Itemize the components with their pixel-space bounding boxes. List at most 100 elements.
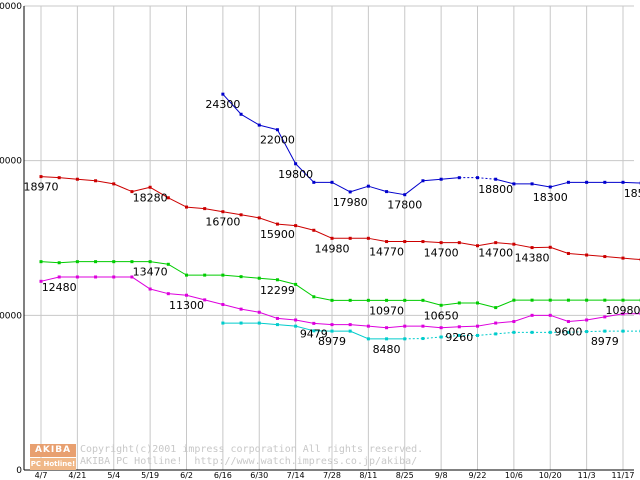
series-magenta-data-label: 12480 — [42, 281, 77, 294]
x-tick-label: 7/28 — [323, 471, 341, 480]
series-red-segment — [495, 242, 514, 245]
series-blue-segment — [350, 185, 369, 193]
series-red-point — [239, 213, 243, 217]
series-magenta-point — [403, 324, 407, 328]
series-cyan-point — [312, 329, 316, 333]
series-magenta-segment — [422, 325, 442, 329]
series-red-point — [94, 179, 98, 183]
series-blue-data-label: 17980 — [333, 196, 368, 209]
series-red-data-label: 14770 — [369, 246, 404, 259]
series-magenta-point — [566, 320, 570, 324]
series-red-segment — [59, 177, 78, 180]
series-green-point — [294, 282, 298, 286]
series-red-data-label: 16700 — [205, 216, 240, 229]
series-magenta-segment — [277, 317, 296, 321]
series-magenta-data-label: 9600 — [554, 326, 582, 339]
series-green-segment — [313, 296, 333, 301]
series-red-point — [603, 255, 607, 259]
series-cyan-point — [603, 329, 607, 333]
series-red-point — [494, 241, 498, 245]
series-magenta-segment — [441, 326, 460, 329]
series-red-point — [457, 241, 461, 245]
series-blue-point — [257, 123, 261, 127]
x-tick-label: 11/3 — [578, 471, 596, 480]
series-magenta-point — [75, 275, 79, 279]
series-magenta-segment — [295, 319, 314, 324]
series-cyan-point — [385, 337, 389, 341]
series-cyan-point — [512, 330, 516, 334]
series-green-segment — [168, 263, 187, 276]
series-blue-point — [275, 128, 279, 132]
series-cyan-point — [294, 324, 298, 328]
series-green-point — [439, 303, 443, 307]
x-tick-label: 5/19 — [141, 471, 159, 480]
series-magenta-point — [530, 313, 534, 317]
series-red-segment — [513, 243, 533, 249]
series-green-point — [166, 262, 170, 266]
series-red-segment — [40, 176, 60, 179]
series-blue-data-label: 17800 — [387, 199, 422, 212]
series-blue-segment — [259, 124, 278, 131]
series-magenta-segment — [150, 288, 169, 295]
series-cyan-point — [221, 321, 225, 325]
series-red-point — [621, 256, 625, 260]
series-cyan-segment — [422, 336, 442, 340]
series-blue-point — [476, 176, 479, 180]
series-red-data-label: 14700 — [424, 247, 459, 260]
series-magenta-point — [112, 275, 116, 279]
series-green-data-label: 12299 — [260, 284, 295, 297]
series-red-segment — [240, 214, 260, 219]
x-tick-label: 8/11 — [359, 471, 377, 480]
series-magenta-segment — [495, 321, 514, 324]
series-red-point — [257, 216, 261, 220]
series-magenta-point — [603, 315, 607, 319]
x-tick-label: 5/4 — [107, 471, 120, 480]
series-blue-point — [585, 180, 589, 184]
series-green-point — [348, 298, 352, 302]
x-tick-label: 4/21 — [68, 471, 86, 480]
series-red-point — [348, 236, 352, 240]
series-magenta-point — [385, 326, 389, 330]
x-tick-label: 9/8 — [435, 471, 448, 480]
series-cyan-point — [439, 335, 443, 339]
x-tick-label: 6/30 — [250, 471, 268, 480]
series-blue-point — [221, 92, 225, 96]
series-magenta-point — [312, 321, 316, 325]
series-magenta-point — [439, 326, 443, 330]
series-red-segment — [277, 223, 296, 227]
series-green-point — [385, 298, 389, 302]
series-red-point — [75, 177, 79, 181]
series-magenta-segment — [386, 325, 405, 329]
series-blue-segment — [441, 177, 460, 180]
series-red-point — [566, 251, 570, 255]
series-blue-point — [603, 180, 607, 184]
series-blue-point — [294, 162, 298, 166]
series-blue-point — [366, 184, 370, 188]
series-green-point — [476, 301, 479, 305]
series-green-segment — [222, 274, 242, 278]
series-green-point — [421, 298, 425, 302]
series-red-segment — [368, 237, 387, 243]
series-cyan-point — [366, 337, 370, 341]
copyright-text: Copyright(c)2001 impress corporation All… — [80, 444, 423, 468]
series-green-point — [94, 260, 98, 264]
series-cyan-point — [476, 333, 479, 337]
series-magenta-point — [275, 316, 279, 320]
series-green-point — [566, 298, 570, 302]
series-magenta-data-label: 11300 — [169, 299, 204, 312]
series-blue-segment — [222, 93, 242, 115]
series-red-point — [275, 222, 279, 226]
series-magenta-segment — [259, 311, 278, 319]
series-blue-segment — [495, 178, 514, 185]
series-green-segment — [277, 279, 296, 285]
series-magenta-point — [94, 275, 98, 279]
series-red-segment — [186, 206, 205, 210]
series-magenta-segment — [459, 325, 478, 328]
series-blue-segment — [240, 113, 260, 126]
series-magenta-segment — [222, 304, 242, 310]
series-cyan-segment — [277, 324, 296, 327]
series-green-data-label: 10970 — [369, 304, 404, 317]
series-magenta-segment — [477, 322, 496, 327]
series-red-point — [39, 175, 43, 179]
series-cyan-point — [585, 330, 589, 334]
